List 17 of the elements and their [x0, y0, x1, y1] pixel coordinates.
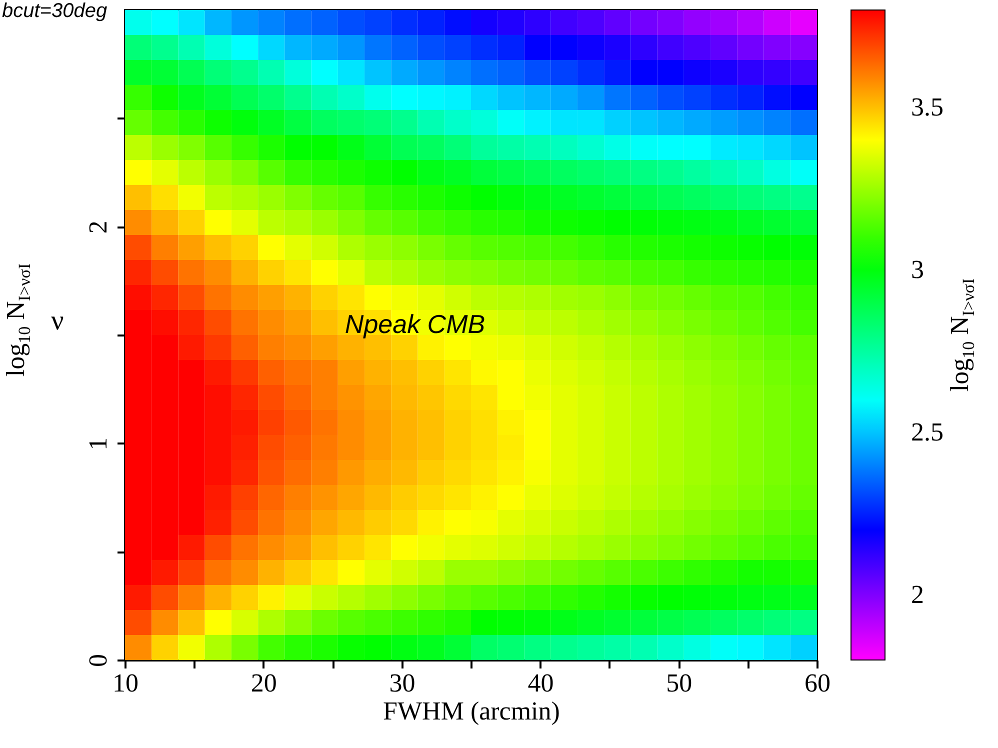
annotation: Npeak CMB [344, 309, 486, 339]
y-tick-label: 0 [84, 654, 112, 667]
y-axis-title: ν [51, 306, 64, 336]
x-tick-label: 50 [666, 668, 692, 698]
color-bar-label: 3 [911, 255, 924, 284]
text: bcut=30deg [2, 0, 108, 22]
color-bar-label: 2.5 [911, 418, 944, 446]
x-tick-label: 60 [804, 668, 830, 698]
y-tick-label: 1 [84, 437, 112, 450]
x-tick-label: 10 [112, 668, 138, 698]
x-axis-title: FWHM (arcmin) [383, 696, 560, 726]
x-tick-label: 40 [528, 668, 554, 698]
x-tick-label: 30 [389, 668, 416, 698]
y-tick-label: 2 [84, 220, 112, 234]
color-bar-label: 2 [911, 580, 924, 609]
color-bar-label: 3.5 [911, 92, 944, 122]
x-tick-label: 20 [250, 668, 277, 698]
